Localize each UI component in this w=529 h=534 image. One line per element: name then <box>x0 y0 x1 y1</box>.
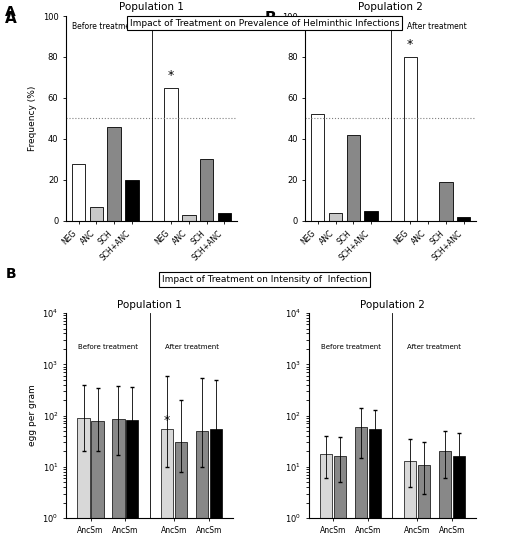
Bar <box>369 429 381 534</box>
Text: After treatment: After treatment <box>168 22 227 31</box>
Bar <box>210 429 222 534</box>
Bar <box>107 127 121 221</box>
Bar <box>364 210 378 221</box>
Bar <box>418 465 430 534</box>
Bar <box>439 182 452 221</box>
Bar <box>90 207 103 221</box>
Bar <box>320 454 332 534</box>
Bar <box>112 419 124 534</box>
Text: *: * <box>168 68 174 82</box>
Y-axis label: Frequency (%): Frequency (%) <box>28 86 37 151</box>
Bar <box>161 429 174 534</box>
Bar <box>355 427 367 534</box>
Y-axis label: egg per gram: egg per gram <box>28 384 37 446</box>
Bar <box>200 160 213 221</box>
Text: A: A <box>5 11 17 26</box>
Text: Before treatment: Before treatment <box>72 22 138 31</box>
Text: *: * <box>164 414 170 427</box>
Bar <box>329 213 342 221</box>
Title: Population 2: Population 2 <box>360 300 425 310</box>
Bar <box>218 213 231 221</box>
Text: *: * <box>407 38 413 51</box>
Bar <box>334 457 346 534</box>
Bar <box>126 420 139 534</box>
Bar <box>77 418 89 534</box>
Text: After treatment: After treatment <box>407 344 461 350</box>
Bar <box>457 217 470 221</box>
Text: B: B <box>5 267 16 281</box>
Bar <box>404 57 417 221</box>
Bar <box>196 431 208 534</box>
Text: Impact of Treatment on Intensity of  Infection: Impact of Treatment on Intensity of Infe… <box>162 275 367 284</box>
Text: Before treatment: Before treatment <box>312 22 377 31</box>
Bar <box>165 88 178 221</box>
Text: A: A <box>5 5 16 19</box>
Bar <box>72 163 85 221</box>
Bar <box>439 451 451 534</box>
Text: After treatment: After treatment <box>165 344 218 350</box>
Bar <box>92 420 104 534</box>
Text: Impact of Treatment on Prevalence of Helminthic Infections: Impact of Treatment on Prevalence of Hel… <box>130 19 399 28</box>
Text: After treatment: After treatment <box>407 22 467 31</box>
Bar <box>182 215 196 221</box>
Bar <box>311 114 324 221</box>
Text: Before treatment: Before treatment <box>78 344 138 350</box>
Bar <box>404 461 416 534</box>
Bar <box>453 457 465 534</box>
Bar <box>125 180 139 221</box>
Text: B: B <box>264 11 276 26</box>
Title: Population 2: Population 2 <box>358 3 423 12</box>
Text: Before treatment: Before treatment <box>321 344 380 350</box>
Title: Population 1: Population 1 <box>119 3 184 12</box>
Bar <box>175 442 187 534</box>
Bar <box>346 135 360 221</box>
Title: Population 1: Population 1 <box>117 300 182 310</box>
